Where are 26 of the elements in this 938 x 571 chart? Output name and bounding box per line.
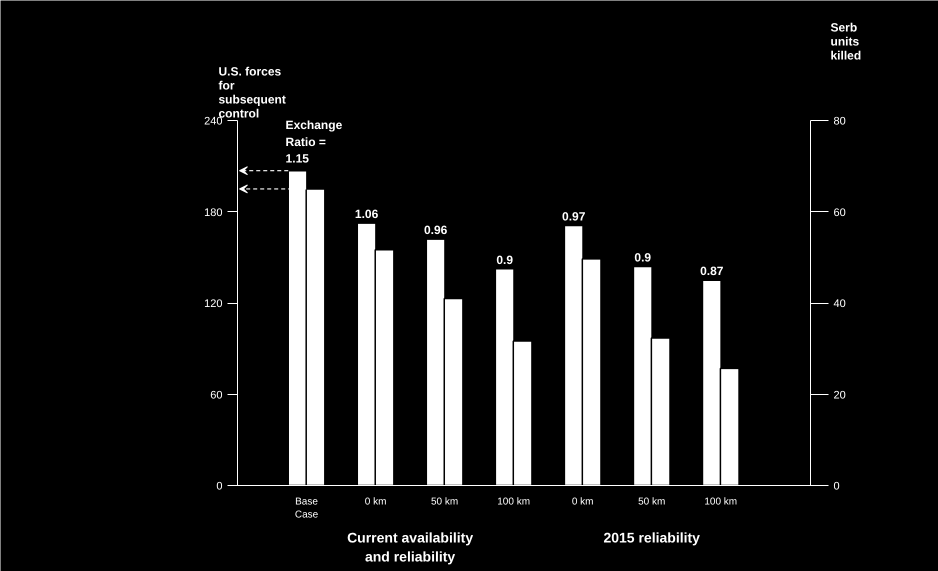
y-tick-label: 120 xyxy=(204,298,223,310)
text: Current availability and reliability xyxy=(347,530,474,565)
y2-tick-label: 20 xyxy=(834,389,846,402)
x-tick-label: 0 km xyxy=(364,496,386,508)
annotation: 0.87 xyxy=(700,264,724,278)
x-tick-label: 50 km xyxy=(638,496,666,508)
x-tick-label: 100 km xyxy=(704,496,738,508)
x-tick-label: 0 km xyxy=(572,496,594,508)
y-tick-label: 60 xyxy=(210,389,223,402)
annotation: 0.9 xyxy=(496,252,514,267)
y2-tick-label: 60 xyxy=(834,206,846,219)
x-tick-label: Base Case xyxy=(294,496,319,521)
annotation: 1.06 xyxy=(354,207,379,222)
annotation: 0.96 xyxy=(424,223,448,238)
y2-axis-title: Serb units killed xyxy=(830,20,862,62)
x-tick-label: 50 km xyxy=(430,496,458,508)
y2-tick-label: 80 xyxy=(834,116,846,128)
annotation: 0.9 xyxy=(634,250,652,264)
annotation: 0.97 xyxy=(562,209,586,224)
y-tick-label: 0 xyxy=(216,480,223,492)
y2-tick-label: 0 xyxy=(834,480,840,492)
x-tick-label: 100 km xyxy=(497,496,530,508)
y-tick-label: 180 xyxy=(204,206,223,219)
text: 2015 reliability xyxy=(603,530,700,546)
annotation: Exchange Ratio = 1.15 xyxy=(286,118,343,166)
y2-tick-label: 40 xyxy=(834,298,846,310)
